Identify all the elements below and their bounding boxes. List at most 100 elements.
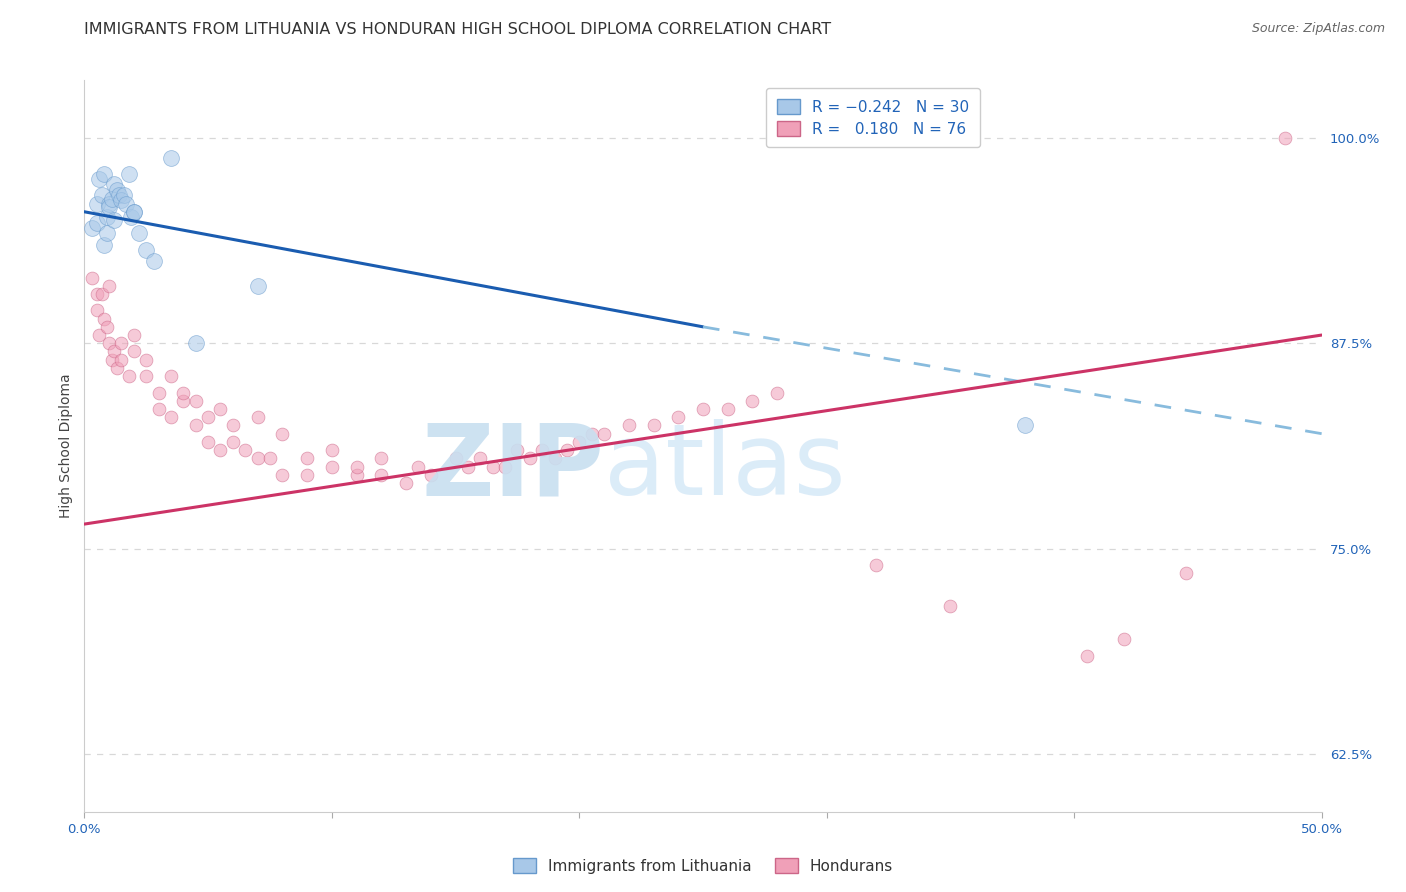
Point [103, 213, 125, 227]
Point [148, 385, 170, 400]
Point [122, 344, 145, 359]
Point [295, 451, 318, 466]
Point [89, 328, 111, 343]
Point [108, 188, 131, 202]
Point [295, 467, 318, 482]
Point [89, 172, 111, 186]
Text: atlas: atlas [605, 419, 845, 516]
Point [110, 194, 132, 208]
Point [135, 369, 157, 384]
Point [120, 210, 142, 224]
Point [519, 451, 541, 466]
Point [98, 200, 121, 214]
Point [122, 328, 145, 343]
Point [246, 451, 269, 466]
Text: IMMIGRANTS FROM LITHUANIA VS HONDURAN HIGH SCHOOL DIPLOMA CORRELATION CHART: IMMIGRANTS FROM LITHUANIA VS HONDURAN HI… [84, 22, 831, 37]
Point [96, 226, 118, 240]
Point [184, 393, 207, 408]
Point [233, 443, 256, 458]
Point [271, 467, 294, 482]
Y-axis label: High School Diploma: High School Diploma [59, 374, 73, 518]
Point [593, 426, 616, 441]
Point [105, 360, 128, 375]
Point [271, 426, 294, 441]
Point [370, 467, 392, 482]
Point [80, 270, 103, 285]
Point [122, 204, 145, 219]
Point [717, 402, 740, 417]
Point [666, 410, 689, 425]
Point [100, 352, 122, 367]
Point [408, 459, 430, 474]
Point [457, 459, 479, 474]
Point [172, 393, 194, 408]
Point [209, 443, 232, 458]
Point [135, 243, 157, 257]
Point [118, 369, 141, 384]
Point [197, 410, 219, 425]
Point [100, 192, 122, 206]
Point [160, 410, 183, 425]
Point [321, 459, 343, 474]
Point [741, 393, 763, 408]
Point [98, 336, 121, 351]
Point [93, 167, 115, 181]
Point [1112, 632, 1135, 647]
Point [98, 196, 121, 211]
Point [86, 287, 108, 301]
Point [444, 451, 467, 466]
Point [617, 418, 640, 433]
Point [506, 443, 529, 458]
Point [692, 402, 714, 417]
Point [1174, 566, 1197, 581]
Point [581, 426, 603, 441]
Legend: R = −0.242   N = 30, R =   0.180   N = 76: R = −0.242 N = 30, R = 0.180 N = 76 [766, 88, 980, 147]
Point [470, 451, 492, 466]
Point [90, 188, 112, 202]
Point [568, 434, 591, 449]
Point [93, 237, 115, 252]
Point [98, 278, 121, 293]
Point [222, 434, 245, 449]
Point [115, 196, 138, 211]
Point [531, 443, 554, 458]
Point [103, 344, 125, 359]
Point [209, 402, 232, 417]
Point [172, 385, 194, 400]
Point [148, 402, 170, 417]
Point [939, 599, 962, 614]
Point [419, 467, 441, 482]
Point [1076, 648, 1098, 663]
Point [96, 319, 118, 334]
Point [90, 287, 112, 301]
Point [321, 443, 343, 458]
Point [494, 459, 516, 474]
Point [246, 278, 269, 293]
Point [160, 369, 183, 384]
Point [481, 459, 503, 474]
Point [246, 410, 269, 425]
Point [543, 451, 565, 466]
Point [96, 210, 118, 224]
Point [110, 352, 132, 367]
Point [93, 311, 115, 326]
Legend: Immigrants from Lithuania, Hondurans: Immigrants from Lithuania, Hondurans [506, 852, 900, 880]
Point [86, 216, 108, 230]
Point [142, 254, 165, 268]
Point [1274, 130, 1296, 145]
Point [135, 352, 157, 367]
Point [184, 418, 207, 433]
Point [370, 451, 392, 466]
Point [1014, 418, 1036, 433]
Point [222, 418, 245, 433]
Point [184, 336, 207, 351]
Point [118, 167, 141, 181]
Point [395, 475, 418, 490]
Point [865, 558, 887, 573]
Point [86, 303, 108, 318]
Point [105, 183, 128, 197]
Point [80, 221, 103, 235]
Point [643, 418, 665, 433]
Point [259, 451, 281, 466]
Text: Source: ZipAtlas.com: Source: ZipAtlas.com [1251, 22, 1385, 36]
